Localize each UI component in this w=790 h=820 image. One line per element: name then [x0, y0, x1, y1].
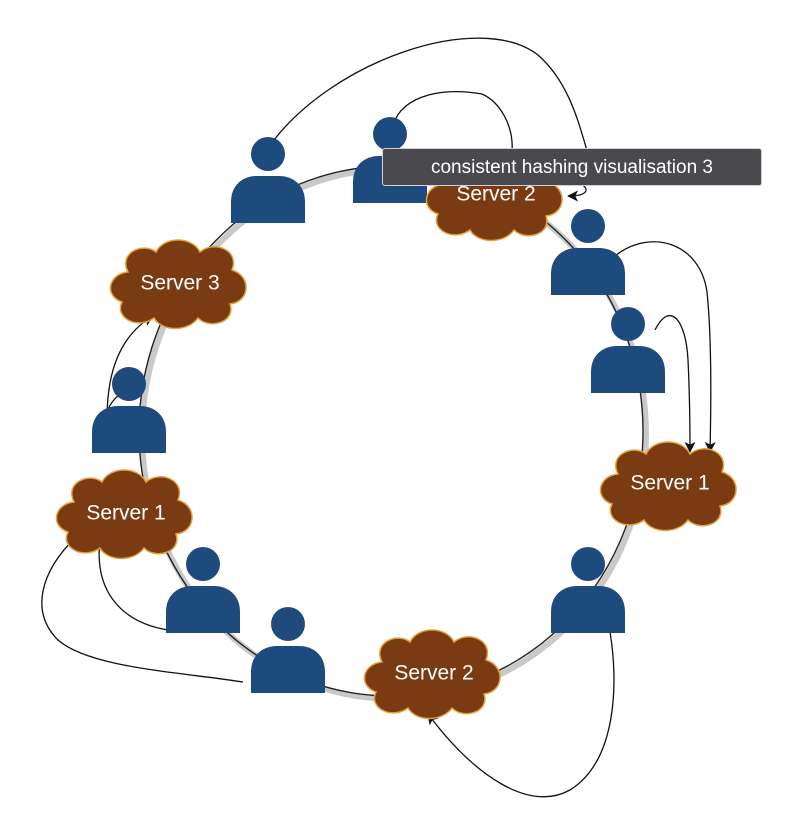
- server-right: Server 1: [599, 441, 737, 532]
- connector-lines: [41, 37, 716, 798]
- server-label: Server 1: [630, 472, 709, 495]
- connector-left-lower-outer: [41, 536, 244, 683]
- tooltip: consistent hashing visualisation 3: [382, 148, 762, 186]
- server-left-lower: Server 1: [55, 469, 193, 560]
- user-nodes: [92, 117, 665, 693]
- user-icon: [551, 209, 625, 295]
- connector-right-inner: [654, 315, 696, 453]
- server-label: Server 2: [456, 183, 535, 206]
- connector-bottom: [427, 631, 615, 798]
- server-label: Server 1: [86, 502, 165, 525]
- user-icon: [166, 547, 240, 633]
- server-top: Server 2: [425, 151, 563, 242]
- connector-right-outer: [614, 241, 716, 453]
- user-icon: [92, 367, 166, 453]
- server-left-upper: Server 3: [109, 239, 247, 330]
- connector-top-loop: [267, 37, 591, 161]
- user-icon: [591, 307, 665, 393]
- connector-left-lower-inner: [93, 539, 169, 631]
- user-icon: [251, 607, 325, 693]
- server-label: Server 3: [140, 272, 219, 295]
- user-icon: [231, 137, 305, 223]
- server-bottom: Server 2: [363, 629, 501, 720]
- server-label: Server 2: [394, 662, 473, 685]
- connector-top-small: [391, 91, 513, 153]
